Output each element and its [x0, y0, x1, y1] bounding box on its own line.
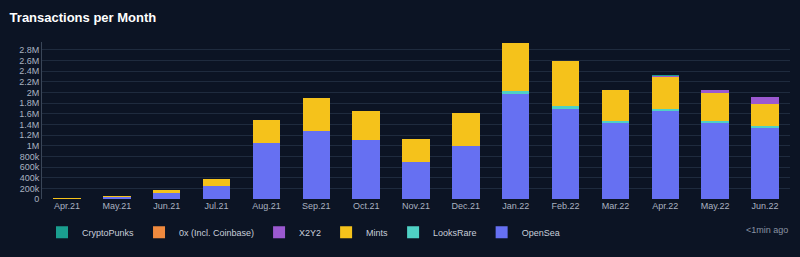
svg-text:Jun.21: Jun.21	[153, 201, 180, 211]
svg-text:1M: 1M	[27, 141, 40, 151]
svg-text:Jan.22: Jan.22	[502, 201, 529, 211]
svg-text:Transactions per Month: Transactions per Month	[10, 10, 157, 25]
svg-text:Apr.21: Apr.21	[54, 201, 80, 211]
svg-text:X2Y2: X2Y2	[299, 228, 321, 238]
svg-text:Jun.22: Jun.22	[752, 201, 779, 211]
svg-text:Feb.22: Feb.22	[552, 201, 580, 211]
svg-text:Mints: Mints	[366, 228, 388, 238]
svg-text:1.6M: 1.6M	[19, 109, 39, 119]
svg-text:400k: 400k	[20, 173, 40, 183]
svg-text:Jul.21: Jul.21	[205, 201, 229, 211]
svg-text:800k: 800k	[20, 152, 40, 162]
svg-text:Apr.22: Apr.22	[652, 201, 678, 211]
svg-text:2.8M: 2.8M	[19, 45, 39, 55]
svg-text:2.2M: 2.2M	[19, 77, 39, 87]
svg-text:0x (Incl. Coinbase): 0x (Incl. Coinbase)	[179, 228, 254, 238]
svg-text:1.8M: 1.8M	[19, 98, 39, 108]
svg-text:<1min ago: <1min ago	[746, 225, 788, 235]
svg-text:Nov.21: Nov.21	[402, 201, 430, 211]
svg-text:Aug.21: Aug.21	[252, 201, 281, 211]
svg-text:1.2M: 1.2M	[19, 130, 39, 140]
svg-text:CryptoPunks: CryptoPunks	[82, 228, 134, 238]
svg-text:Mar.22: Mar.22	[602, 201, 630, 211]
svg-text:2.6M: 2.6M	[19, 56, 39, 66]
svg-text:1.4M: 1.4M	[19, 120, 39, 130]
svg-text:LooksRare: LooksRare	[433, 228, 477, 238]
svg-text:200k: 200k	[20, 184, 40, 194]
svg-text:Dec.21: Dec.21	[452, 201, 481, 211]
svg-text:OpenSea: OpenSea	[522, 228, 560, 238]
svg-text:May.22: May.22	[701, 201, 730, 211]
svg-text:2M: 2M	[27, 88, 40, 98]
svg-text:Sep.21: Sep.21	[302, 201, 331, 211]
svg-text:0: 0	[34, 194, 39, 204]
svg-text:600k: 600k	[20, 162, 40, 172]
svg-text:Oct.21: Oct.21	[353, 201, 380, 211]
svg-text:May.21: May.21	[102, 201, 131, 211]
svg-text:2.4M: 2.4M	[19, 66, 39, 76]
